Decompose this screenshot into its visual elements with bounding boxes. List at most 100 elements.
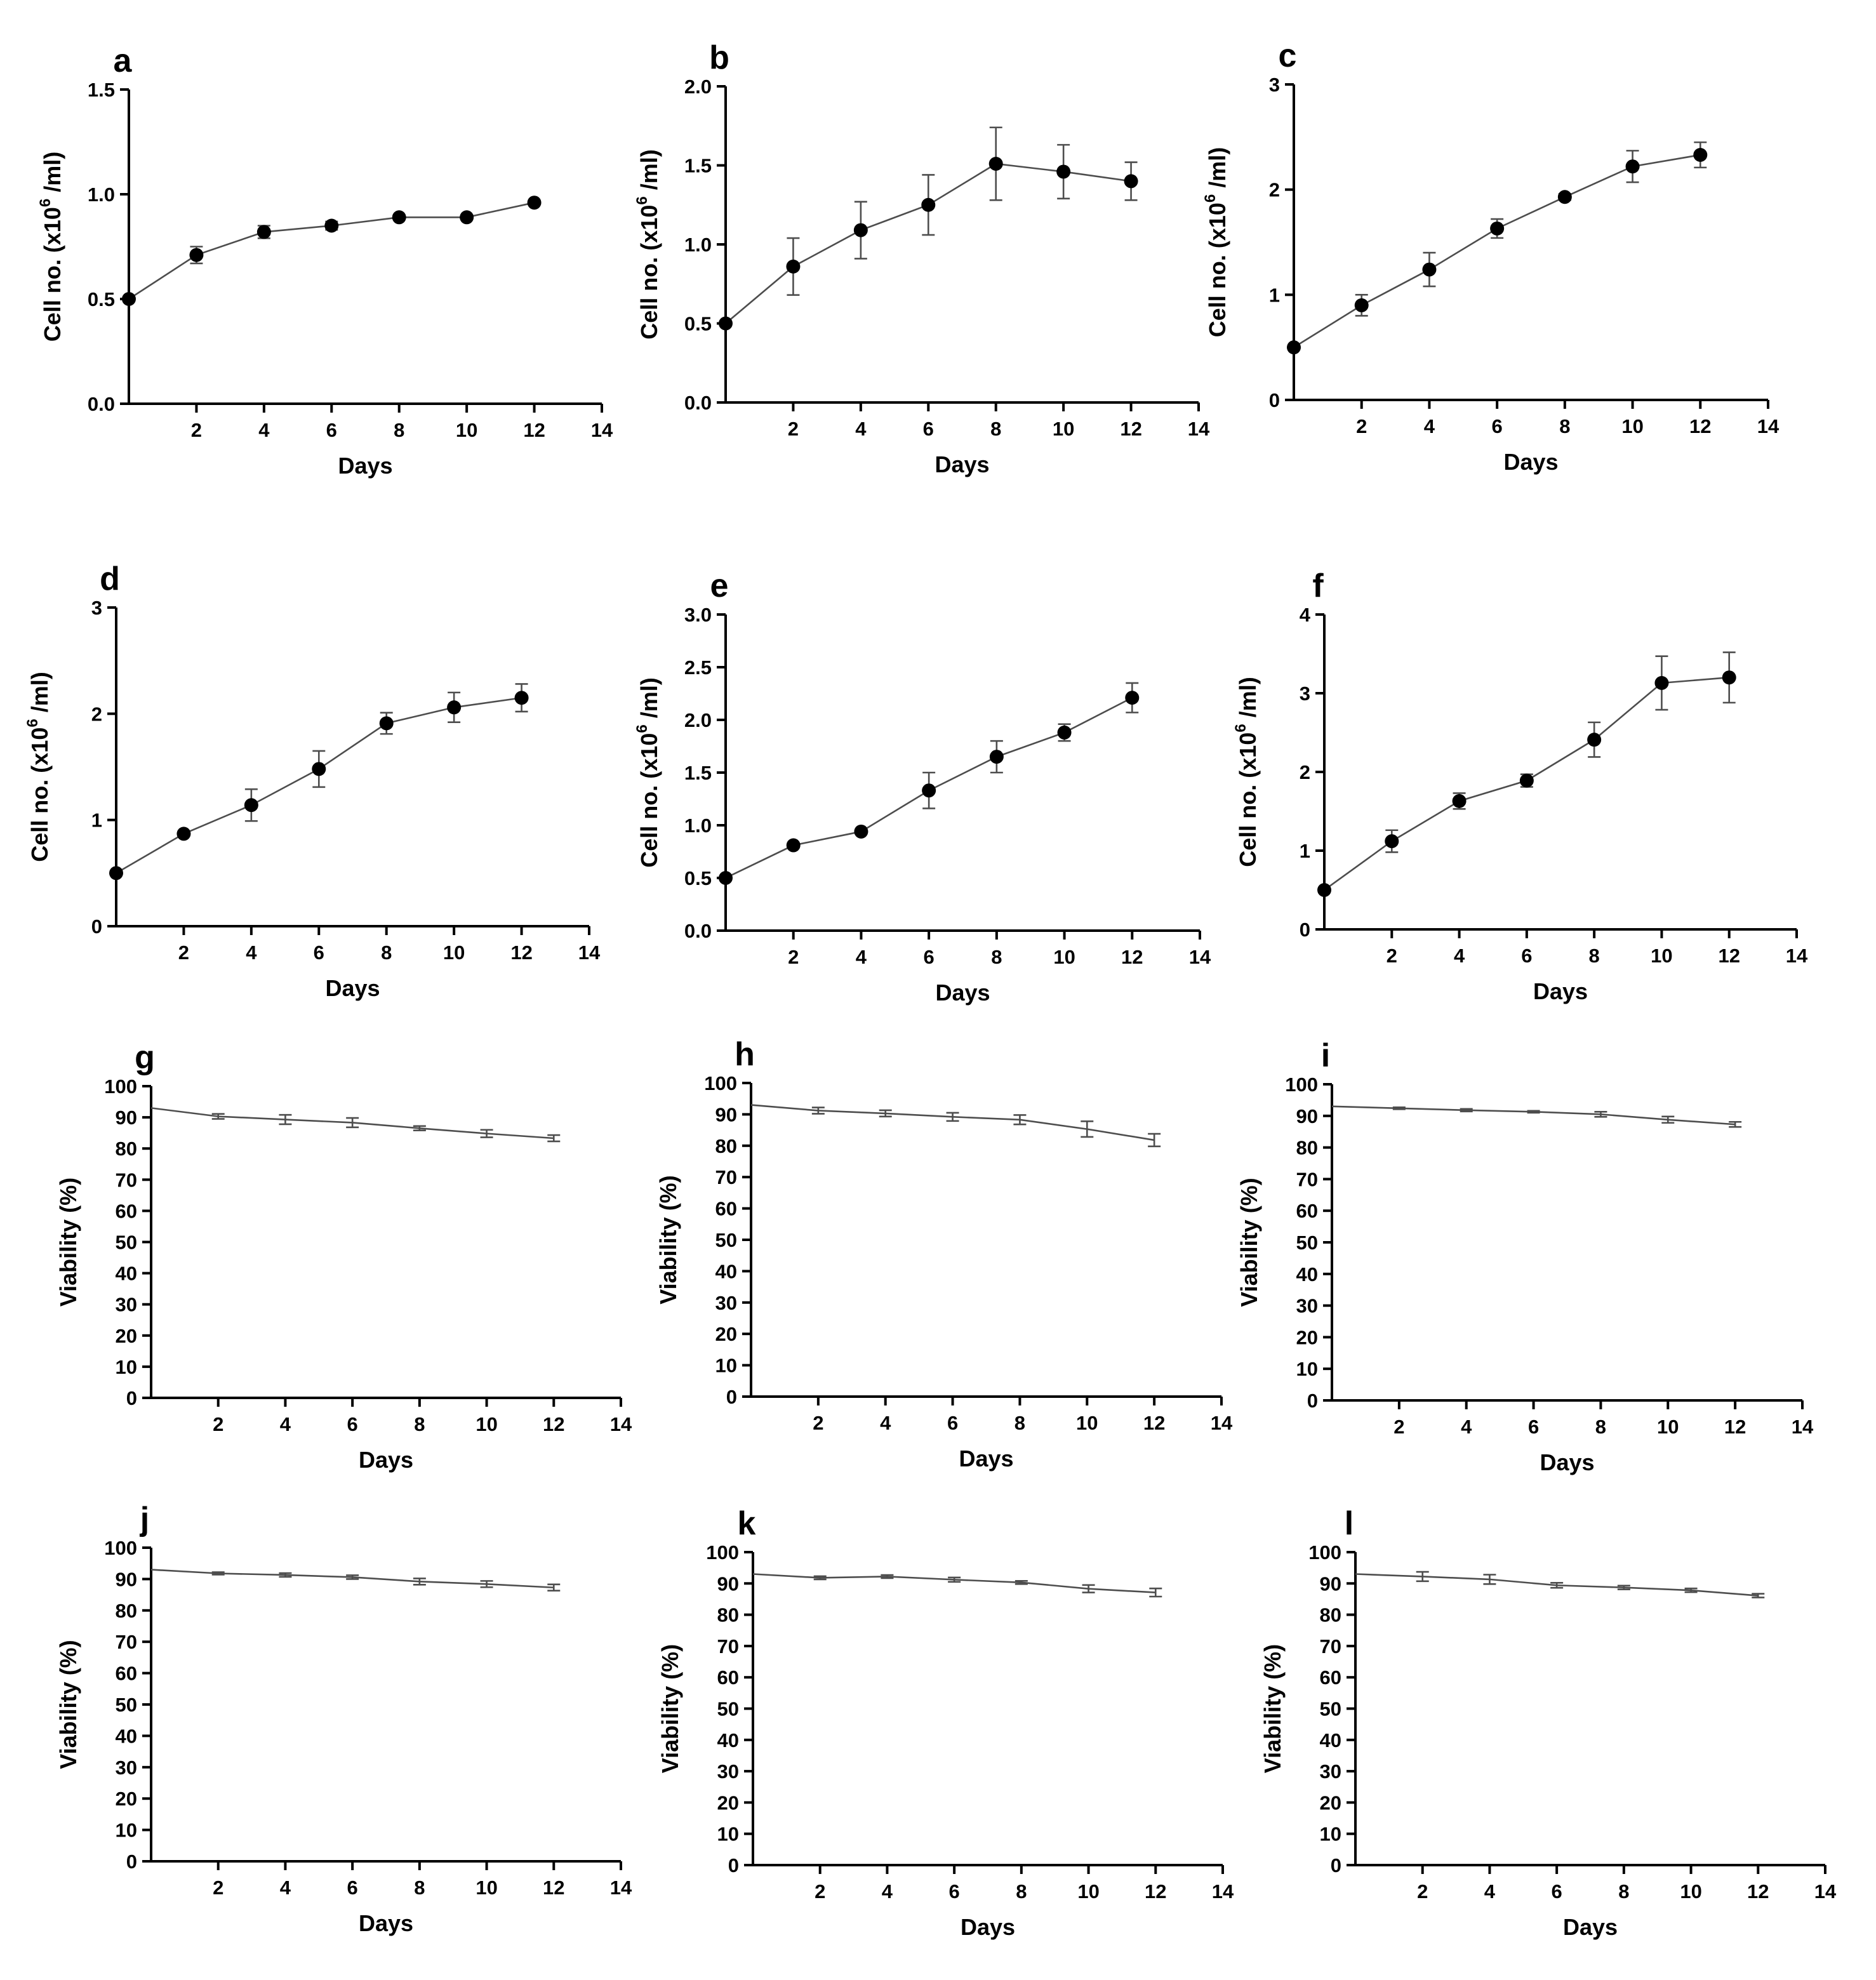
data-point [854, 824, 868, 839]
y-tick-label: 0.5 [88, 288, 115, 310]
x-axis-title: Days [338, 453, 392, 479]
y-tick-label: 2 [1300, 761, 1310, 783]
y-tick-label: 90 [1296, 1105, 1318, 1127]
y-tick-label: 40 [1320, 1729, 1341, 1751]
y-tick-label: 80 [1320, 1604, 1341, 1626]
x-tick-label: 6 [924, 946, 935, 968]
y-axis-title: Viability (%) [55, 1640, 81, 1769]
y-tick-label: 1.0 [684, 814, 712, 837]
y-tick-label: 1.5 [684, 155, 712, 177]
x-axis-title: Days [359, 1910, 413, 1936]
x-tick-label: 2 [1417, 1880, 1428, 1903]
data-point [922, 783, 936, 798]
x-tick-label: 8 [991, 946, 1002, 968]
y-tick-label: 3 [91, 597, 102, 619]
x-tick-label: 8 [1589, 945, 1600, 967]
error-bar [1617, 1585, 1630, 1590]
y-tick-label: 0 [91, 915, 102, 938]
y-axis-title-superscript: 6 [37, 199, 54, 207]
panel-letter: a [114, 43, 133, 79]
y-axis-title: Cell no. (x106 /ml) [24, 672, 53, 861]
x-tick-label: 8 [1595, 1416, 1606, 1438]
y-tick-label: 0 [728, 1854, 739, 1877]
error-bar [1392, 1106, 1406, 1110]
panel-letter: f [1312, 568, 1324, 604]
y-tick-label: 1.5 [684, 762, 712, 784]
data-point [122, 292, 136, 306]
error-bar [1729, 1120, 1742, 1128]
data-point [921, 197, 936, 212]
y-axis-title-main: Viability (%) [55, 1640, 81, 1769]
y-tick-label: 40 [1296, 1263, 1318, 1286]
data-point [988, 157, 1003, 171]
y-tick-label: 100 [104, 1537, 137, 1559]
x-tick-label: 10 [476, 1877, 497, 1899]
x-tick-label: 12 [543, 1413, 564, 1435]
x-tick-label: 12 [510, 941, 532, 964]
x-axis-title: Days [935, 451, 989, 477]
panel-letter: g [135, 1039, 155, 1076]
y-tick-label: 40 [116, 1263, 137, 1285]
data-point [1587, 733, 1602, 747]
x-tick-label: 6 [314, 941, 324, 964]
error-bar [279, 1113, 292, 1126]
x-tick-label: 12 [1145, 1880, 1166, 1903]
x-axis-title: Days [1533, 978, 1588, 1004]
y-tick-label: 20 [717, 1791, 739, 1814]
x-tick-label: 6 [347, 1877, 358, 1899]
x-tick-label: 6 [1521, 945, 1532, 967]
y-axis-title-main: Viability (%) [655, 1175, 681, 1304]
x-tick-label: 8 [1618, 1880, 1629, 1903]
error-bar [948, 1576, 961, 1583]
error-bar [1527, 1110, 1540, 1114]
y-tick-label: 30 [1320, 1760, 1341, 1783]
x-tick-label: 6 [1528, 1416, 1539, 1438]
x-tick-label: 2 [213, 1413, 223, 1435]
error-bar [1148, 1133, 1161, 1148]
x-tick-label: 14 [610, 1877, 632, 1899]
y-tick-label: 40 [116, 1725, 137, 1747]
x-axis-title: Days [959, 1445, 1013, 1472]
data-point [392, 210, 406, 225]
x-tick-label: 4 [1424, 415, 1435, 437]
y-tick-label: 30 [116, 1294, 137, 1316]
data-point [853, 223, 868, 237]
x-tick-label: 2 [1356, 415, 1367, 437]
x-tick-label: 12 [1689, 415, 1711, 437]
data-point [1722, 670, 1736, 685]
error-bar [1013, 1114, 1027, 1126]
x-tick-label: 14 [591, 419, 613, 441]
x-tick-label: 6 [923, 418, 934, 440]
y-axis-title-unit: /ml) [39, 152, 65, 199]
x-tick-label: 14 [610, 1413, 632, 1435]
y-tick-label: 50 [1320, 1698, 1341, 1720]
y-tick-label: 50 [717, 1698, 739, 1720]
panel-letter: d [100, 561, 120, 597]
x-tick-label: 8 [990, 418, 1001, 440]
x-tick-label: 2 [1394, 1416, 1404, 1438]
y-axis-title-superscript: 6 [24, 719, 41, 727]
y-tick-label: 0.0 [684, 920, 712, 942]
error-bar [1483, 1574, 1496, 1585]
y-tick-label: 20 [116, 1788, 137, 1810]
y-tick-label: 3 [1300, 682, 1310, 705]
y-tick-label: 100 [706, 1541, 739, 1564]
y-tick-label: 100 [104, 1075, 137, 1098]
y-tick-label: 80 [1296, 1137, 1318, 1159]
y-axis-title-unit: /ml) [636, 677, 662, 724]
error-bar [1752, 1593, 1765, 1598]
y-axis-title-unit: /ml) [1235, 677, 1261, 724]
y-axis-title-main: Cell no. (x10 [636, 733, 662, 868]
panel-letter: h [735, 1036, 755, 1073]
y-tick-label: 50 [116, 1232, 137, 1254]
y-tick-label: 90 [116, 1568, 137, 1590]
data-point [786, 838, 801, 853]
x-axis-title: Days [1540, 1449, 1594, 1475]
y-tick-label: 0 [1300, 919, 1310, 941]
error-bar [547, 1583, 561, 1591]
y-tick-label: 40 [715, 1260, 737, 1282]
error-bar [1082, 1584, 1095, 1593]
y-axis-title-main: Viability (%) [1236, 1178, 1262, 1306]
error-bar [279, 1572, 292, 1578]
x-tick-label: 6 [1492, 415, 1503, 437]
